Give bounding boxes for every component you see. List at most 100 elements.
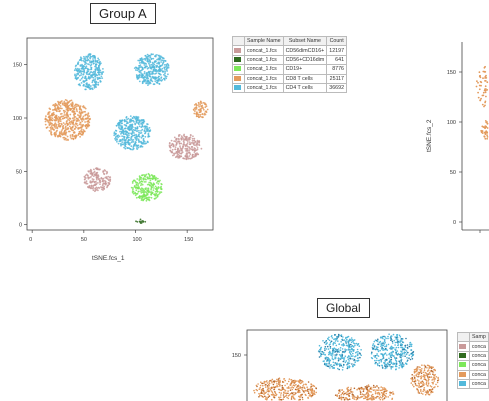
point [163, 67, 166, 70]
point [67, 109, 70, 112]
point [351, 363, 353, 365]
point [72, 137, 75, 140]
point [77, 127, 80, 130]
point [388, 352, 391, 355]
point [157, 75, 160, 78]
point [345, 392, 347, 394]
point [271, 386, 274, 389]
point [144, 181, 147, 183]
point [92, 189, 95, 192]
point [92, 184, 95, 187]
point [81, 76, 84, 79]
point [71, 104, 74, 107]
point [263, 393, 265, 396]
point [352, 340, 354, 343]
point [401, 366, 404, 369]
point [77, 62, 79, 65]
point [131, 180, 134, 183]
point [399, 336, 402, 338]
point [184, 137, 187, 140]
point [90, 68, 92, 71]
point [192, 108, 195, 111]
point [132, 128, 135, 131]
point [48, 123, 51, 125]
point [88, 68, 90, 71]
point [360, 395, 363, 398]
point [73, 110, 76, 113]
point [164, 70, 167, 73]
point [331, 356, 334, 358]
point [282, 388, 284, 391]
point [334, 354, 337, 356]
point [202, 108, 205, 111]
point [138, 179, 141, 182]
point [396, 338, 399, 341]
point [100, 62, 102, 65]
point [331, 365, 333, 368]
point [186, 138, 189, 140]
point [70, 137, 73, 140]
point [373, 355, 375, 357]
point [376, 363, 379, 366]
point [136, 69, 139, 72]
point [324, 353, 326, 356]
point [196, 143, 198, 146]
point [332, 358, 335, 361]
point [170, 144, 173, 147]
point [78, 71, 81, 74]
group-a-plot-frame [26, 37, 214, 231]
point [64, 132, 67, 135]
point [289, 389, 292, 392]
point [59, 105, 62, 107]
point [138, 129, 140, 132]
point [99, 60, 101, 63]
point [341, 369, 344, 371]
point [350, 353, 352, 356]
point [119, 125, 122, 127]
point [282, 398, 285, 401]
point [161, 67, 164, 70]
point [348, 389, 351, 392]
point [157, 193, 160, 196]
point [351, 348, 354, 351]
point [361, 387, 364, 390]
point [327, 365, 330, 368]
legend-subset-name: CD8 T cells [282, 73, 328, 84]
point [146, 53, 149, 56]
legend-sample-name: concat_1.fcs [244, 73, 284, 84]
point [194, 144, 197, 147]
point [381, 397, 383, 399]
point [268, 384, 270, 387]
point [486, 137, 488, 140]
point [430, 386, 433, 388]
point [399, 362, 402, 364]
point [378, 393, 381, 396]
point [85, 59, 88, 62]
point [344, 350, 347, 352]
point [54, 127, 57, 129]
point [346, 356, 349, 359]
point [85, 173, 88, 176]
point [307, 390, 310, 393]
point [357, 357, 360, 359]
point [432, 373, 434, 376]
point [419, 366, 421, 369]
global-ticks: 150 [232, 353, 247, 359]
point [181, 151, 184, 154]
point [147, 70, 150, 73]
point [340, 398, 343, 401]
point [291, 386, 294, 388]
point [343, 344, 346, 346]
point [57, 103, 60, 105]
point [145, 82, 148, 85]
point [141, 119, 143, 121]
point [385, 337, 387, 340]
point [427, 390, 430, 393]
point [127, 136, 130, 139]
point [412, 351, 414, 354]
point [126, 118, 128, 121]
point [286, 387, 289, 389]
point [99, 179, 101, 182]
point [433, 380, 436, 382]
point [270, 390, 273, 392]
